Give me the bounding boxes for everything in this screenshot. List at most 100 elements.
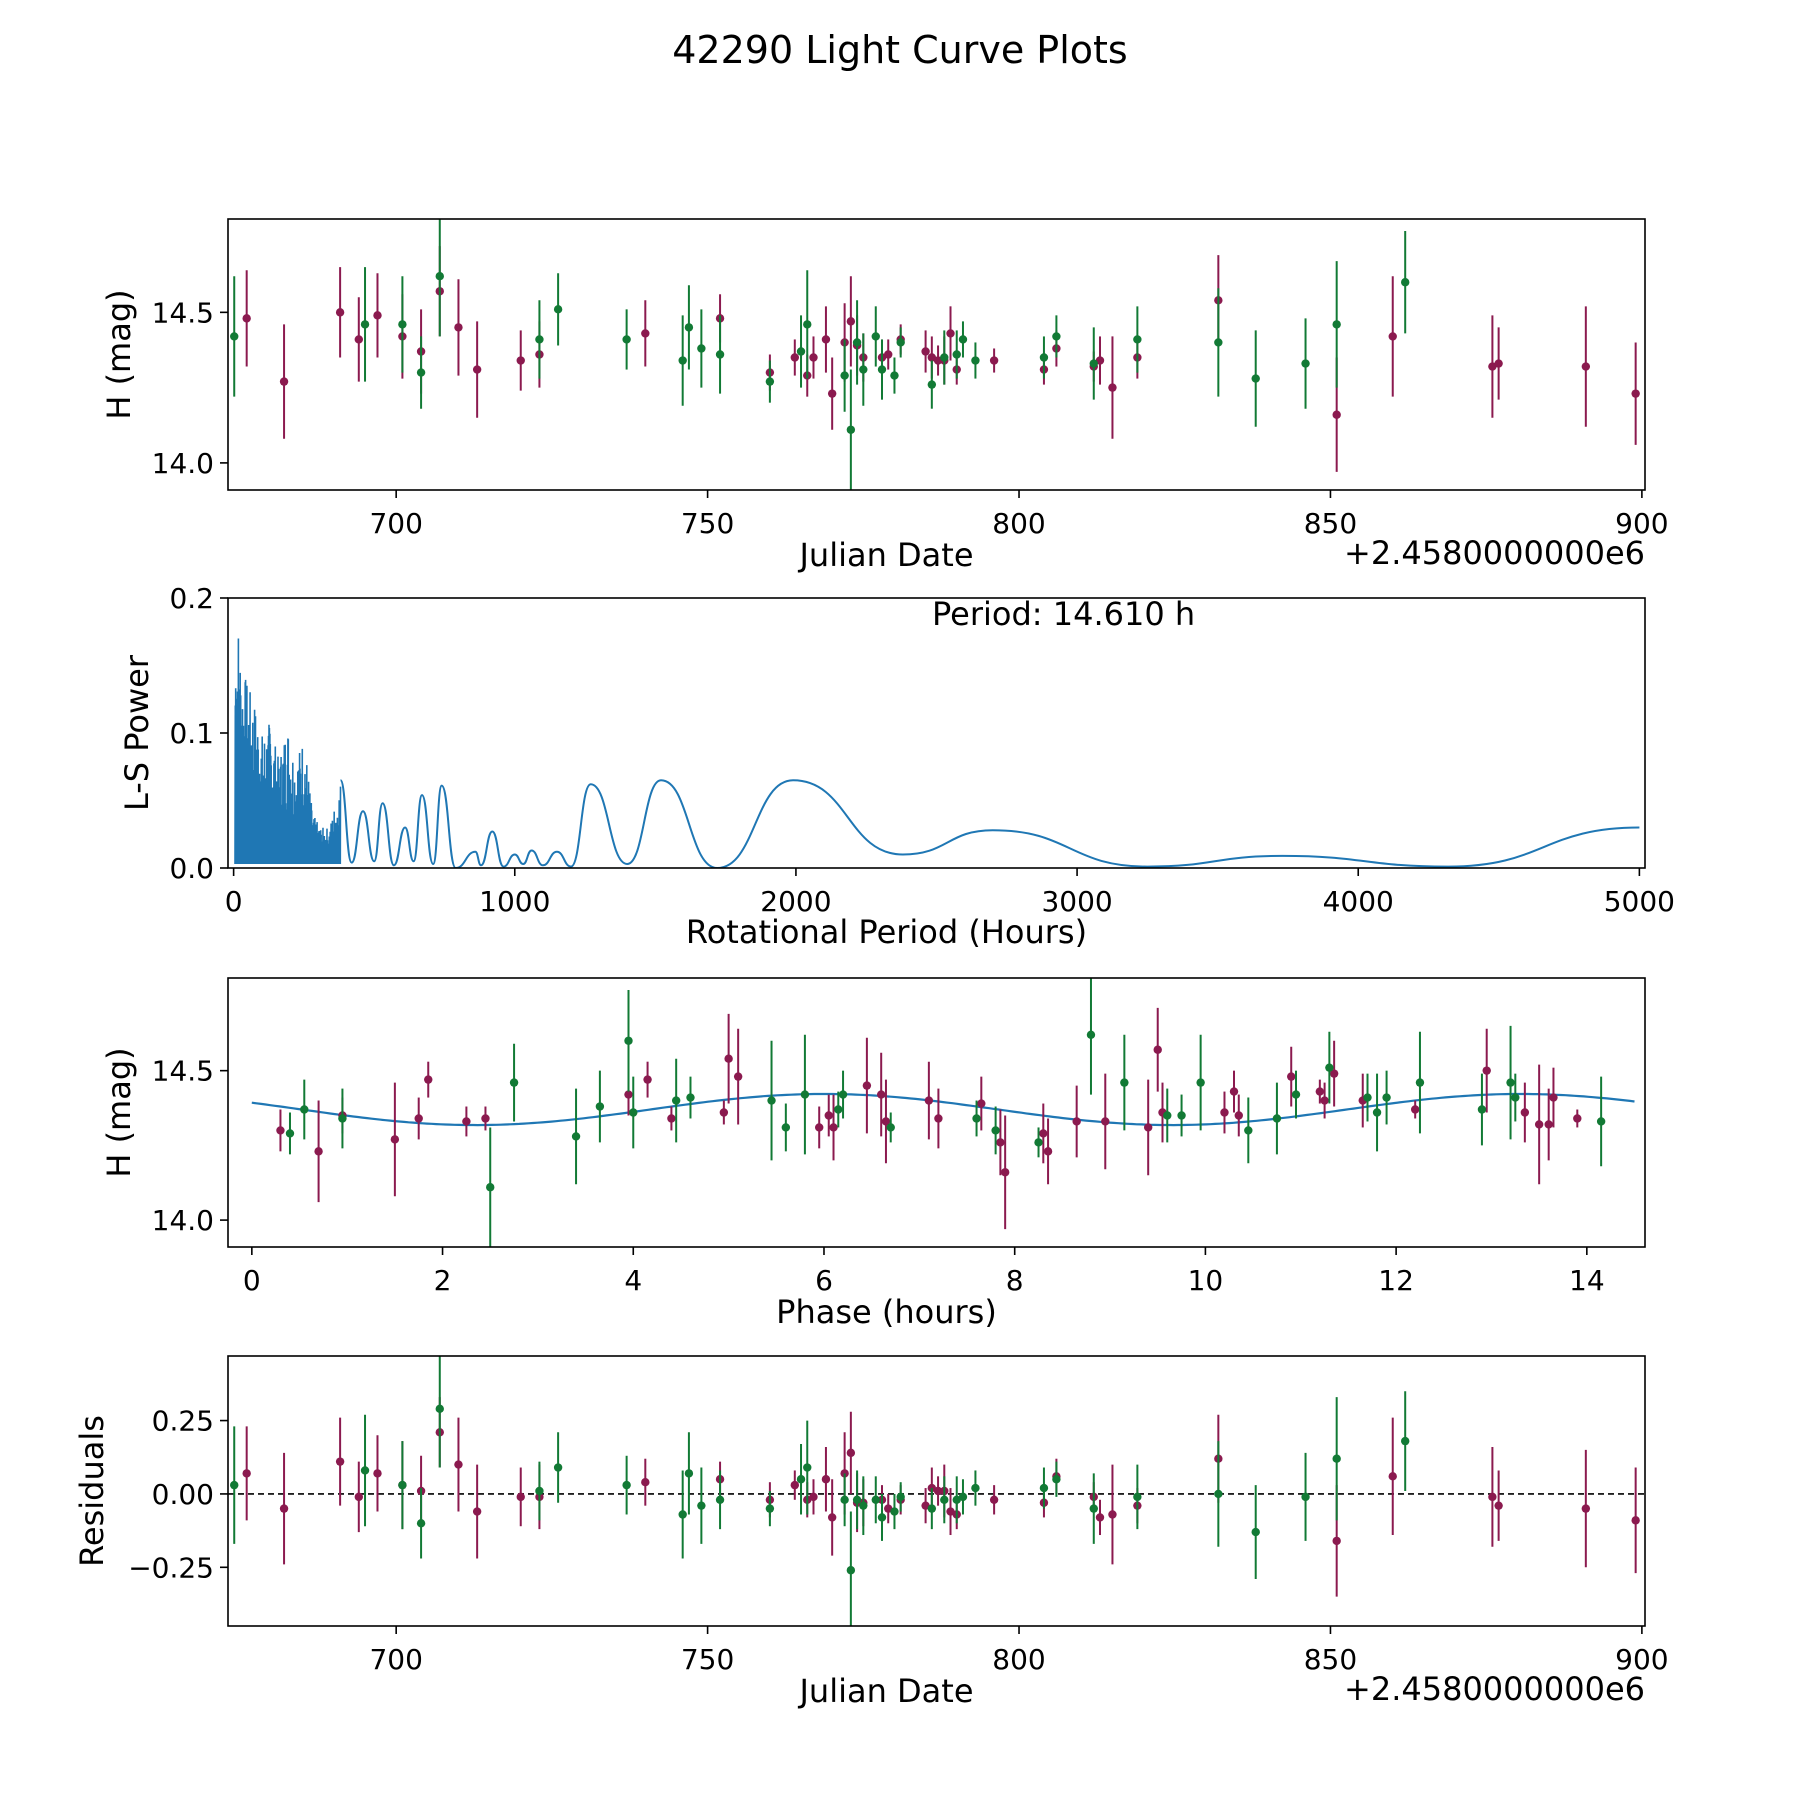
data-point bbox=[958, 1492, 968, 1502]
data-point bbox=[462, 1117, 471, 1126]
data-point bbox=[1214, 338, 1223, 347]
data-point bbox=[921, 347, 930, 356]
x-offset-label: +2.4580000000e6 bbox=[1344, 534, 1645, 572]
data-point bbox=[435, 272, 444, 281]
data-point bbox=[877, 1513, 887, 1522]
x-axis-label: Rotational Period (Hours) bbox=[686, 913, 1087, 951]
data-point bbox=[1108, 1510, 1117, 1519]
data-point bbox=[697, 1501, 706, 1510]
data-point bbox=[624, 1036, 633, 1045]
plot-area bbox=[228, 1356, 1645, 1626]
y-axis-label: Residuals bbox=[73, 1415, 111, 1567]
x-tick-label: 700 bbox=[369, 1643, 422, 1676]
data-point bbox=[724, 1054, 733, 1063]
data-point bbox=[989, 1495, 999, 1505]
data-point bbox=[1043, 1147, 1053, 1156]
data-point bbox=[1000, 1168, 1010, 1177]
data-point bbox=[1101, 1117, 1110, 1126]
plot-area bbox=[230, 219, 1640, 490]
data-point bbox=[1052, 1475, 1061, 1484]
data-point bbox=[314, 1147, 323, 1156]
data-point bbox=[230, 332, 239, 341]
data-point bbox=[516, 356, 525, 365]
data-point bbox=[1494, 1501, 1503, 1510]
data-point bbox=[884, 1504, 893, 1513]
data-point bbox=[1095, 1513, 1105, 1522]
data-point bbox=[1251, 374, 1260, 383]
x-tick-label: 2000 bbox=[760, 885, 831, 918]
data-point bbox=[767, 1096, 776, 1105]
data-point bbox=[285, 1129, 295, 1138]
axes-frame bbox=[227, 1355, 1646, 1627]
data-point bbox=[991, 1126, 1000, 1135]
panel-phased: 0 2 4 6 8 10 12 14 14.0 14.5 Phase (hours) H (mag) bbox=[100, 977, 1646, 1331]
data-point bbox=[838, 1090, 848, 1099]
x-tick-label: 3000 bbox=[1041, 885, 1112, 918]
data-point bbox=[1072, 1117, 1081, 1126]
data-point bbox=[800, 1090, 810, 1099]
data-point bbox=[934, 1114, 943, 1123]
data-point bbox=[230, 1480, 239, 1490]
data-point bbox=[684, 1469, 694, 1478]
data-point bbox=[1039, 1129, 1048, 1138]
x-tick-label: 1000 bbox=[479, 885, 550, 918]
data-point bbox=[927, 353, 937, 362]
data-point bbox=[1415, 1078, 1425, 1087]
data-point bbox=[871, 1495, 880, 1505]
data-point bbox=[335, 308, 345, 317]
data-point bbox=[852, 1495, 862, 1505]
data-point bbox=[1251, 1527, 1260, 1537]
data-point bbox=[933, 1486, 943, 1496]
data-point bbox=[1332, 1536, 1341, 1546]
data-point bbox=[1086, 1030, 1096, 1039]
data-point bbox=[871, 332, 880, 341]
data-point bbox=[373, 1469, 382, 1478]
data-point bbox=[1581, 362, 1591, 371]
y-tick-label: 0.0 bbox=[169, 852, 214, 885]
x-tick-label: 2 bbox=[434, 1264, 452, 1297]
data-point bbox=[881, 1117, 891, 1126]
data-point bbox=[571, 1132, 581, 1141]
data-point bbox=[1301, 359, 1310, 368]
data-point bbox=[398, 1480, 407, 1490]
data-point bbox=[338, 1114, 347, 1123]
data-point bbox=[678, 1510, 687, 1519]
periodogram-short-period-spikes bbox=[234, 638, 342, 865]
data-point bbox=[1363, 1093, 1372, 1102]
data-point bbox=[1544, 1120, 1553, 1129]
data-point bbox=[809, 353, 818, 362]
data-point bbox=[643, 1075, 652, 1084]
data-point bbox=[354, 1492, 363, 1502]
data-point bbox=[1488, 362, 1497, 371]
data-point bbox=[1332, 320, 1341, 329]
data-point bbox=[1596, 1117, 1606, 1126]
data-point bbox=[1401, 1436, 1410, 1446]
x-tick-label: 0 bbox=[243, 1264, 261, 1297]
data-point bbox=[595, 1102, 605, 1111]
data-point bbox=[840, 371, 849, 380]
data-point bbox=[1488, 1492, 1497, 1502]
data-point bbox=[553, 1463, 563, 1472]
fit-curve bbox=[251, 1092, 1635, 1127]
x-tick-label: 900 bbox=[1615, 507, 1668, 540]
data-point bbox=[1332, 1454, 1341, 1463]
data-point bbox=[535, 1486, 544, 1496]
data-point bbox=[1320, 1096, 1329, 1105]
data-point bbox=[852, 338, 862, 347]
y-axis-label: H (mag) bbox=[100, 289, 138, 419]
data-point bbox=[733, 1072, 743, 1081]
data-point bbox=[846, 1448, 856, 1458]
data-point bbox=[977, 1099, 986, 1108]
data-point bbox=[416, 1519, 426, 1528]
data-point bbox=[927, 380, 937, 389]
y-tick-label: 14.0 bbox=[152, 1204, 214, 1237]
period-annotation: Period: 14.610 h bbox=[932, 595, 1195, 633]
x-axis-label: Phase (hours) bbox=[776, 1293, 997, 1331]
x-tick-label: 10 bbox=[1188, 1264, 1224, 1297]
y-tick-label: 0.1 bbox=[169, 717, 214, 750]
plot-area bbox=[234, 638, 1640, 868]
data-point bbox=[971, 356, 980, 365]
data-point bbox=[715, 350, 725, 359]
y-tick-label: 0.2 bbox=[169, 582, 214, 615]
